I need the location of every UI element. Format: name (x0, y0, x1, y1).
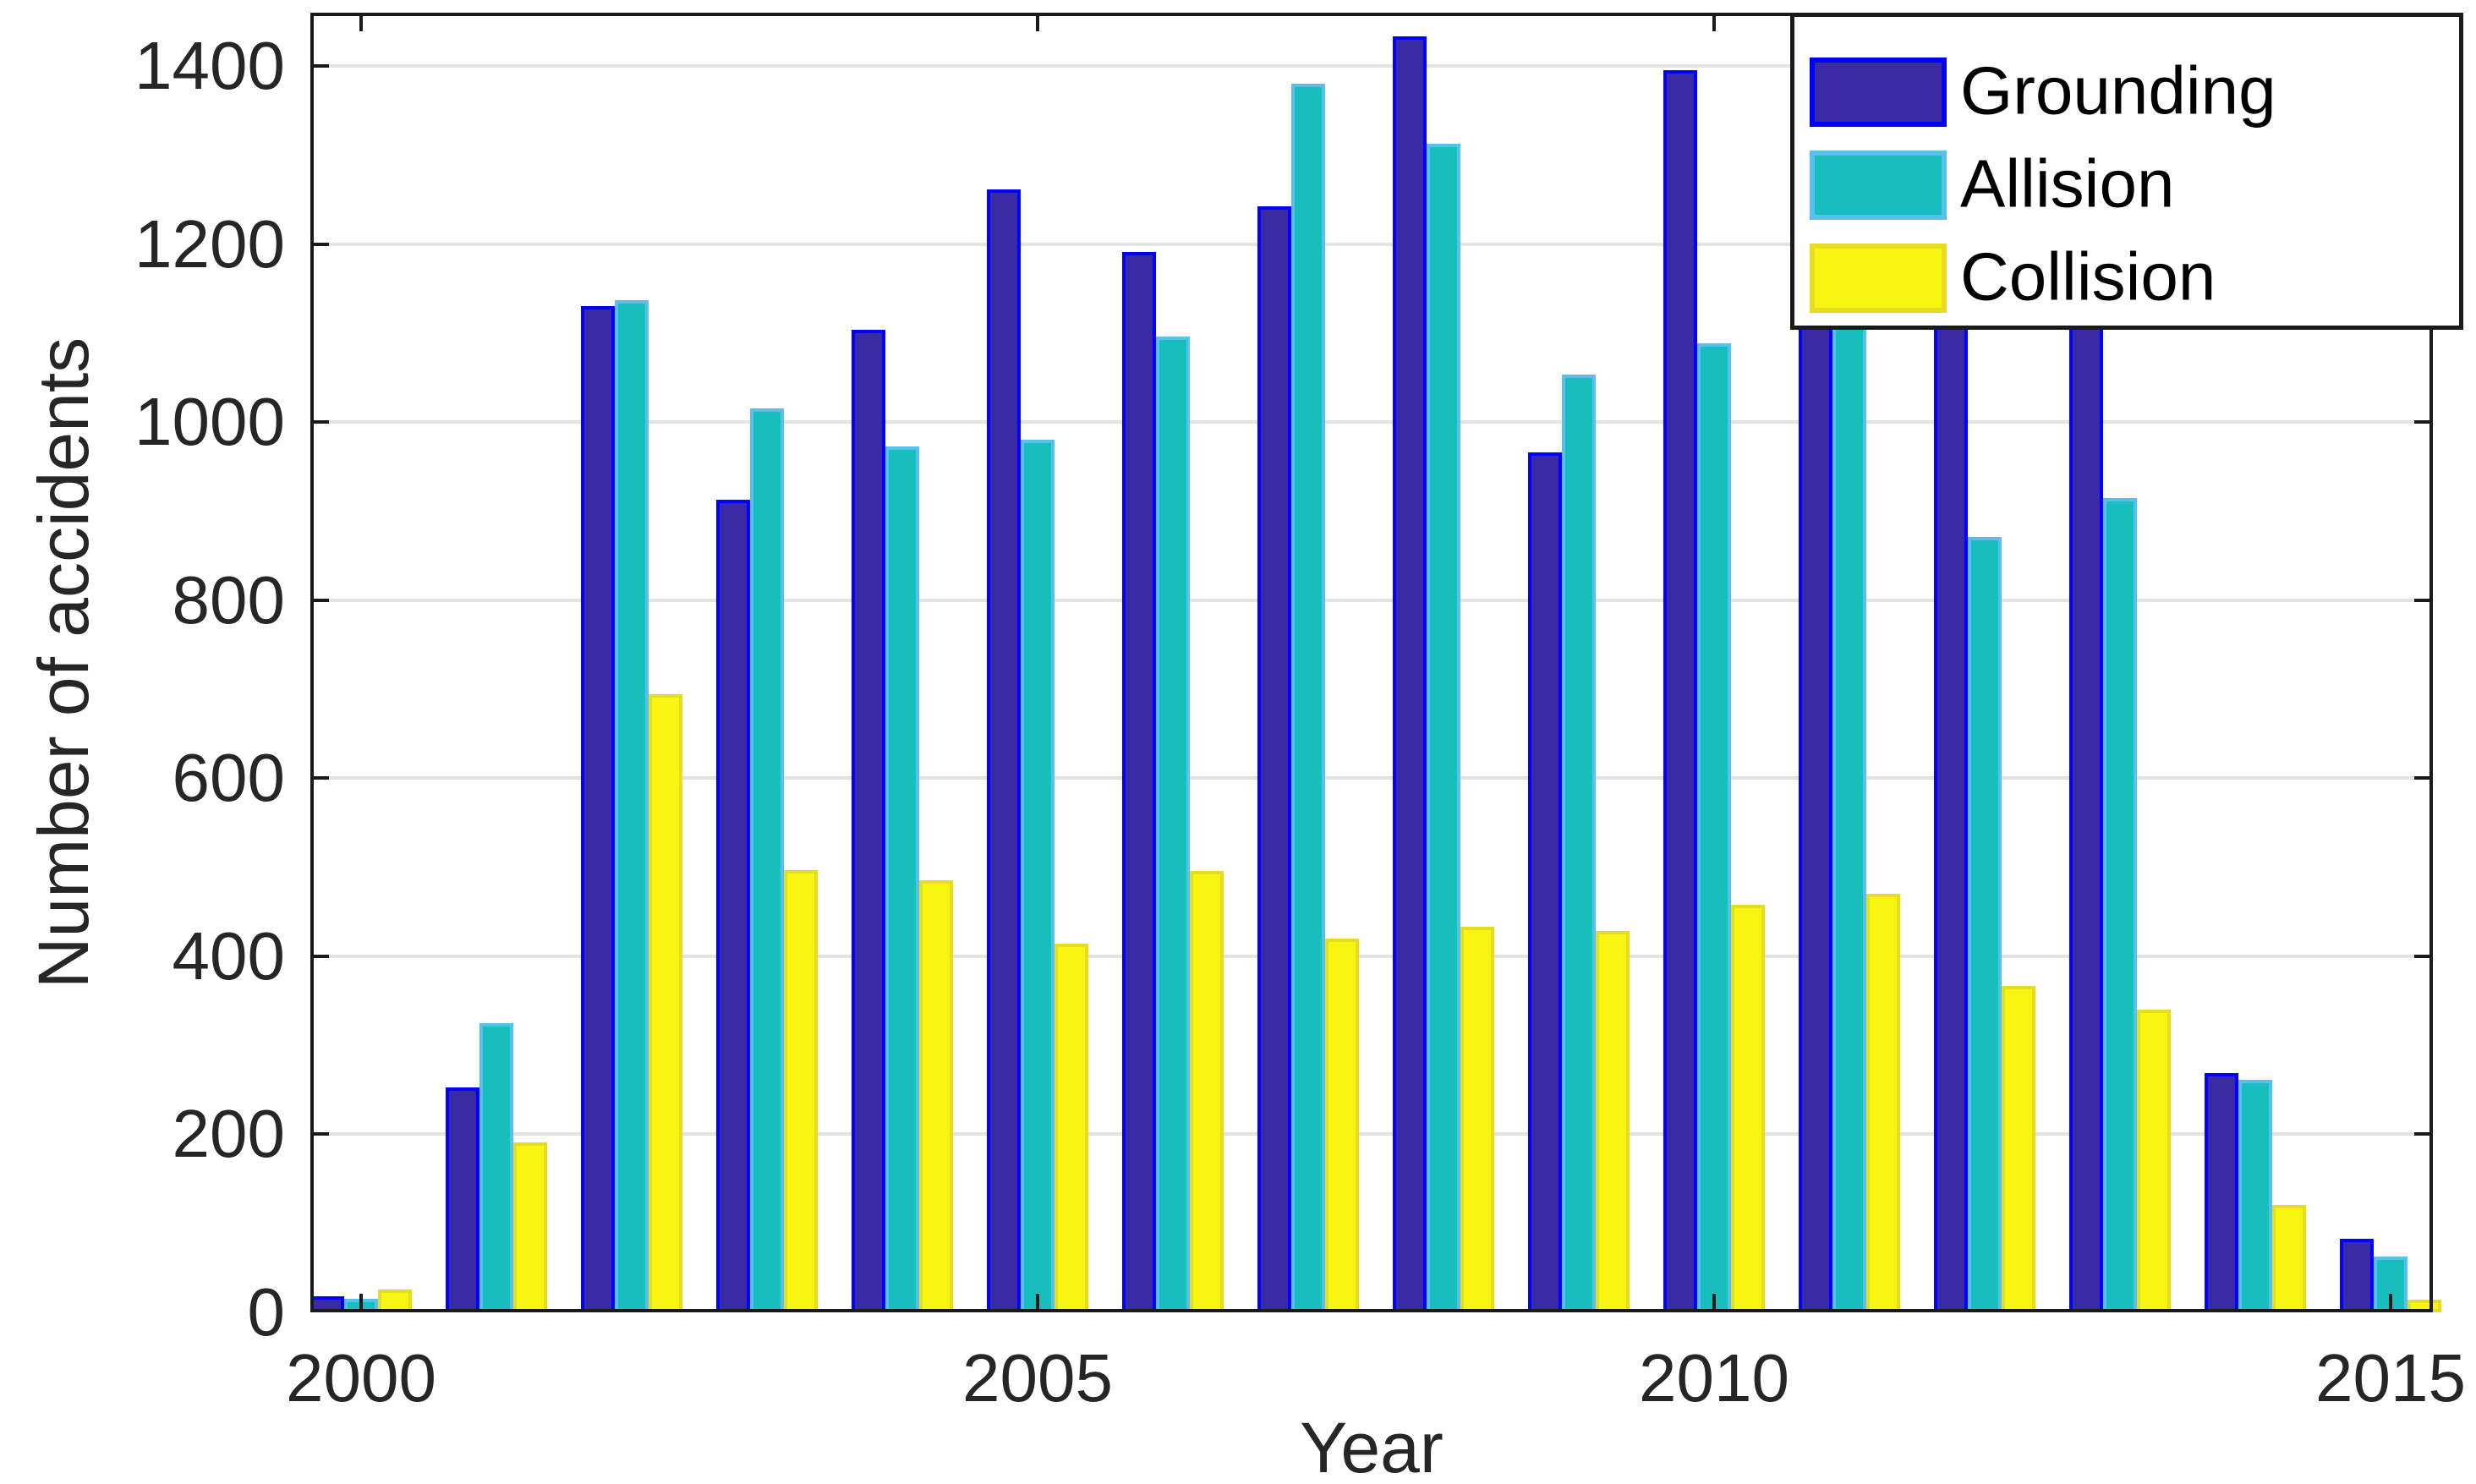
ytick-left-400 (310, 954, 329, 958)
bar-allision-2006 (1156, 337, 1190, 1312)
x-axis-label: Year (1300, 1408, 1443, 1484)
bar-collision-2010 (1731, 904, 1765, 1312)
legend-label-collision: Collision (1960, 238, 2216, 315)
xtick-top-2005 (1036, 13, 1039, 31)
xtick-label-2005: 2005 (962, 1340, 1113, 1416)
ytick-label-1400: 1400 (134, 28, 285, 104)
gridline-y-400 (310, 954, 2433, 958)
ytick-left-1200 (310, 242, 329, 246)
bar-grounding-2007 (1257, 206, 1291, 1312)
legend-label-allision: Allision (1960, 145, 2175, 222)
bar-collision-2004 (919, 880, 953, 1312)
bar-collision-2009 (1596, 931, 1630, 1312)
bar-grounding-2005 (987, 189, 1021, 1312)
xtick-bottom-2015 (2389, 1294, 2392, 1312)
ytick-right-600 (2414, 776, 2433, 780)
bar-collision-2001 (513, 1142, 547, 1312)
bar-grounding-2012 (1934, 271, 1968, 1312)
bar-collision-2002 (649, 694, 682, 1312)
ytick-label-800: 800 (172, 561, 285, 638)
bar-grounding-2008 (1393, 36, 1427, 1312)
xtick-bottom-2005 (1036, 1294, 1039, 1312)
bar-collision-2007 (1325, 938, 1359, 1312)
legend-row-grounding: Grounding (1794, 52, 2459, 129)
legend-swatch-collision (1810, 244, 1947, 313)
ytick-label-400: 400 (172, 917, 285, 994)
ytick-right-800 (2414, 598, 2433, 602)
xtick-label-2010: 2010 (1639, 1340, 1789, 1416)
xtick-bottom-2010 (1712, 1294, 1716, 1312)
bar-collision-2003 (784, 869, 818, 1312)
bar-allision-2012 (1968, 537, 2002, 1312)
legend-swatch-allision (1810, 151, 1947, 220)
bar-collision-2008 (1460, 927, 1494, 1312)
ytick-left-800 (310, 598, 329, 602)
ytick-label-1200: 1200 (134, 205, 285, 282)
legend-row-allision: Allision (1794, 145, 2459, 222)
xtick-top-2010 (1712, 13, 1716, 31)
bar-grounding-2004 (852, 329, 885, 1312)
bar-collision-2013 (2137, 1010, 2171, 1312)
xtick-top-2000 (359, 13, 363, 31)
ytick-right-1000 (2414, 420, 2433, 424)
gridline-y-1400 (310, 64, 2433, 68)
bar-collision-2014 (2272, 1204, 2306, 1312)
ytick-left-600 (310, 776, 329, 780)
ytick-right-200 (2414, 1132, 2433, 1136)
bar-allision-2014 (2238, 1080, 2272, 1312)
gridline-y-800 (310, 598, 2433, 602)
bar-grounding-2013 (2069, 279, 2103, 1312)
ytick-label-600: 600 (172, 740, 285, 816)
bar-grounding-2010 (1663, 70, 1697, 1312)
ytick-left-200 (310, 1132, 329, 1136)
bar-grounding-2015 (2340, 1238, 2374, 1312)
bar-grounding-2014 (2205, 1072, 2238, 1312)
bar-collision-2011 (1866, 894, 1900, 1312)
y-axis-label: Number of accidents (24, 337, 103, 988)
bar-collision-2000 (378, 1289, 412, 1312)
xtick-label-2015: 2015 (2315, 1340, 2466, 1416)
xtick-bottom-2000 (359, 1294, 363, 1312)
bar-allision-2005 (1021, 440, 1054, 1312)
ytick-left-1400 (310, 64, 329, 68)
gridline-y-1200 (310, 242, 2433, 246)
bar-grounding-2009 (1528, 452, 1562, 1312)
legend-row-collision: Collision (1794, 238, 2459, 315)
legend-swatch-grounding (1810, 57, 1947, 127)
gridline-y-200 (310, 1132, 2433, 1136)
bar-allision-2008 (1427, 143, 1460, 1312)
bar-grounding-2011 (1799, 261, 1832, 1312)
ytick-left-1000 (310, 420, 329, 424)
bar-grounding-2002 (581, 306, 615, 1312)
bar-grounding-2003 (716, 499, 750, 1312)
xtick-label-2000: 2000 (286, 1340, 436, 1416)
bar-allision-2002 (615, 300, 649, 1312)
gridline-y-600 (310, 776, 2433, 780)
bar-collision-2006 (1190, 870, 1224, 1312)
bar-grounding-2006 (1122, 252, 1156, 1312)
legend-label-grounding: Grounding (1960, 52, 2276, 129)
bar-allision-2013 (2103, 497, 2137, 1312)
bar-allision-2003 (750, 408, 784, 1312)
ytick-right-400 (2414, 954, 2433, 958)
ytick-label-1000: 1000 (134, 384, 285, 460)
bar-grounding-2000 (310, 1296, 344, 1312)
ytick-label-200: 200 (172, 1096, 285, 1172)
legend: Grounding Allision Collision (1790, 13, 2463, 330)
bar-collision-2015 (2408, 1300, 2441, 1312)
bar-allision-2001 (479, 1022, 513, 1312)
bar-allision-2004 (885, 446, 919, 1312)
bar-allision-2011 (1832, 288, 1866, 1312)
bar-collision-2012 (2002, 985, 2035, 1312)
bar-grounding-2001 (446, 1087, 479, 1312)
bar-allision-2010 (1697, 342, 1731, 1312)
bar-allision-2009 (1562, 375, 1596, 1312)
bar-collision-2005 (1054, 944, 1088, 1312)
bar-allision-2007 (1291, 84, 1325, 1312)
ytick-label-0: 0 (247, 1274, 286, 1350)
gridline-y-1000 (310, 420, 2433, 424)
